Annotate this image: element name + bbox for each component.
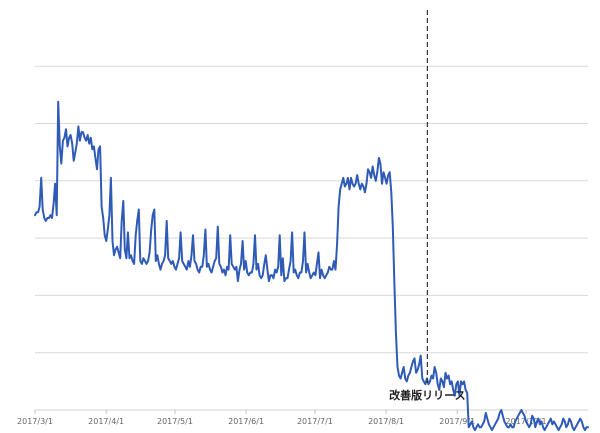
release-annotation-label: 改善版リリース <box>389 388 465 402</box>
x-tick-label: 2017/4/1 <box>88 417 124 426</box>
series-line <box>34 100 589 432</box>
x-tick-label: 2017/9/1 <box>439 417 475 426</box>
x-tick-label: 2017/7/1 <box>297 417 333 426</box>
x-tick-label: 2017/6/1 <box>228 417 264 426</box>
x-tick-label: 2017/8/1 <box>368 417 404 426</box>
x-tick-label: 2017/3/1 <box>17 417 53 426</box>
x-tick-label: 2017/5/1 <box>157 417 193 426</box>
